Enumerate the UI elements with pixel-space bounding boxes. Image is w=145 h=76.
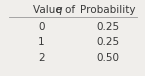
Text: q: q	[55, 5, 62, 15]
Text: 0: 0	[38, 22, 45, 32]
Text: 0.25: 0.25	[96, 37, 120, 47]
Text: 0.25: 0.25	[96, 22, 120, 32]
Text: Probability: Probability	[80, 5, 136, 15]
Text: 1: 1	[38, 37, 45, 47]
Text: Value of: Value of	[33, 5, 78, 15]
Text: 2: 2	[38, 53, 45, 63]
Text: 0.50: 0.50	[97, 53, 120, 63]
